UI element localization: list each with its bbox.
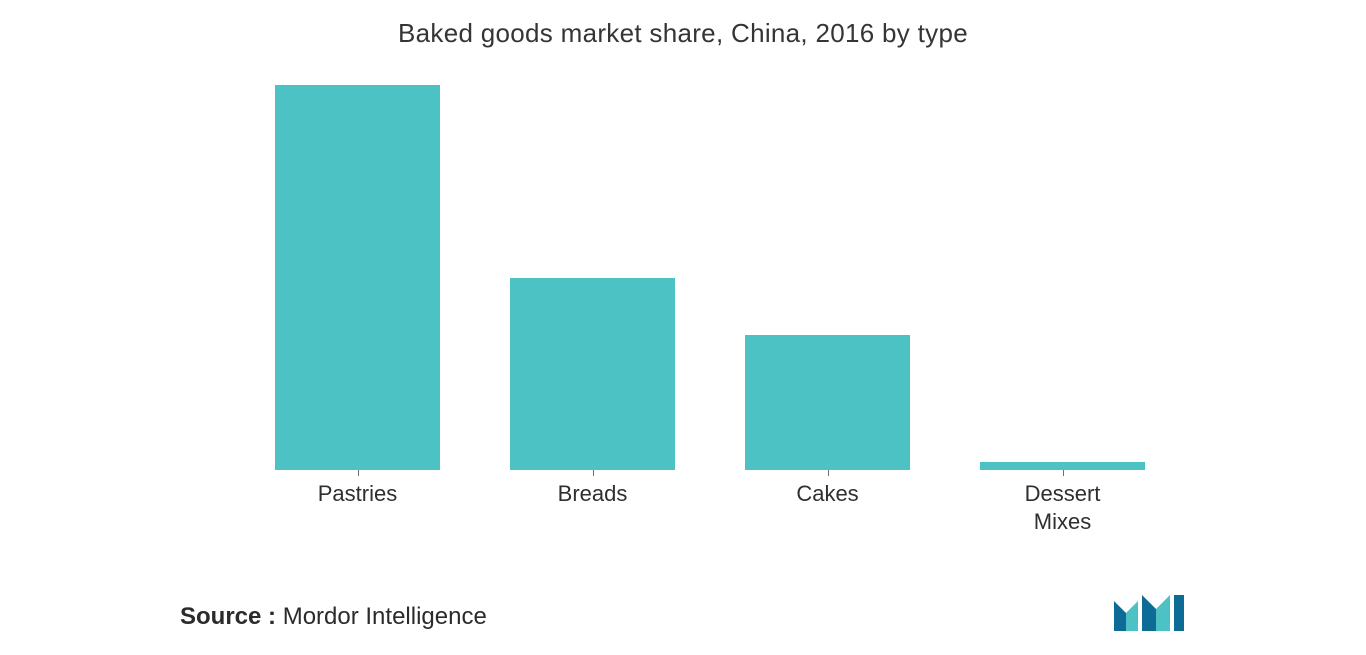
bar-slot: Cakes bbox=[710, 85, 945, 470]
logo-shape-2 bbox=[1126, 601, 1138, 631]
bar-slot: Dessert Mixes bbox=[945, 85, 1180, 470]
bar bbox=[745, 335, 910, 470]
bar bbox=[510, 278, 675, 471]
bar-slot: Pastries bbox=[240, 85, 475, 470]
category-label: Breads bbox=[558, 470, 628, 508]
bar bbox=[980, 462, 1145, 470]
source-label: Source : bbox=[180, 603, 276, 630]
mordor-logo-icon bbox=[1112, 593, 1186, 633]
bar bbox=[275, 85, 440, 470]
category-label: Cakes bbox=[796, 470, 858, 508]
bar-slot: Breads bbox=[475, 85, 710, 470]
logo-shape-3 bbox=[1142, 595, 1156, 631]
chart-title: Baked goods market share, China, 2016 by… bbox=[0, 0, 1366, 49]
category-label: Dessert Mixes bbox=[1025, 470, 1101, 535]
logo-shape-1 bbox=[1114, 601, 1126, 631]
bar-chart: PastriesBreadsCakesDessert Mixes bbox=[180, 85, 1180, 470]
category-label: Pastries bbox=[318, 470, 397, 508]
source-value: Mordor Intelligence bbox=[276, 603, 487, 630]
logo-shape-4 bbox=[1156, 595, 1170, 631]
source-attribution: Source : Mordor Intelligence bbox=[180, 603, 487, 631]
logo-shape-5 bbox=[1174, 595, 1184, 631]
chart-container: Baked goods market share, China, 2016 by… bbox=[0, 0, 1366, 655]
